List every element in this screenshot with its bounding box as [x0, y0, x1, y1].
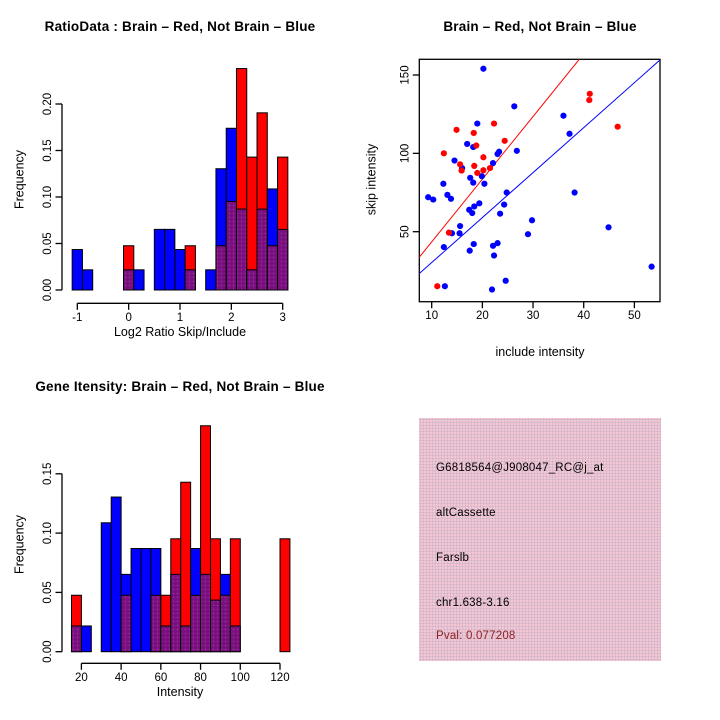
- info-line: G6818564@J908047_RC@j_at: [436, 462, 604, 474]
- svg-text:10: 10: [425, 310, 438, 322]
- svg-text:0.05: 0.05: [42, 581, 54, 603]
- svg-text:0.15: 0.15: [42, 463, 54, 485]
- svg-text:60: 60: [154, 672, 167, 684]
- svg-text:20: 20: [476, 310, 489, 322]
- ratio-histogram-xlabel: Log2 Ratio Skip/Include: [113, 325, 247, 339]
- info-line: chr1.638-3.16: [436, 597, 510, 609]
- svg-text:0.15: 0.15: [42, 139, 54, 161]
- svg-text:3: 3: [279, 312, 285, 324]
- svg-text:80: 80: [194, 672, 207, 684]
- svg-text:0.20: 0.20: [42, 93, 54, 115]
- svg-text:50: 50: [399, 225, 411, 238]
- scatter-content: [419, 59, 660, 293]
- ratio-histogram-title: RatioData : Brain – Red, Not Brain – Blu…: [44, 19, 316, 34]
- scatter-title: Brain – Red, Not Brain – Blue: [443, 19, 637, 34]
- info-line: altCassette: [436, 507, 496, 519]
- scatter-plot: 10 20 30 40 50 50 100 150: [399, 58, 661, 322]
- histogram-bars: [71, 68, 289, 291]
- svg-text:50: 50: [628, 310, 641, 322]
- svg-text:0.10: 0.10: [42, 186, 54, 208]
- svg-text:0.10: 0.10: [42, 522, 54, 544]
- svg-text:20: 20: [75, 672, 88, 684]
- svg-text:40: 40: [115, 672, 128, 684]
- info-line: Pval: 0.077208: [436, 630, 516, 642]
- svg-text:0.05: 0.05: [42, 232, 54, 254]
- svg-text:0.00: 0.00: [42, 641, 54, 663]
- svg-text:-1: -1: [72, 312, 82, 324]
- svg-text:40: 40: [577, 310, 590, 322]
- svg-text:100: 100: [399, 144, 411, 163]
- scatter-xlabel: include intensity: [495, 345, 585, 359]
- svg-text:120: 120: [270, 672, 289, 684]
- svg-text:30: 30: [527, 310, 540, 322]
- gene-histogram-plot: 0.00 0.05 0.10 0.15 20 40 60 80 100 120: [42, 425, 291, 684]
- svg-text:150: 150: [399, 65, 411, 84]
- svg-text:0: 0: [125, 312, 131, 324]
- info-line: Farslb: [436, 552, 470, 564]
- svg-text:0.00: 0.00: [42, 279, 54, 301]
- histogram-bars: [70, 425, 291, 653]
- ratio-histogram-plot: 0.00 0.05 0.10 0.15 0.20 -1 0 1 2 3: [42, 68, 289, 324]
- svg-text:100: 100: [231, 672, 250, 684]
- gene-histogram-xlabel: Intensity: [156, 685, 204, 699]
- gene-info-panel: G6818564@J908047_RC@j_at altCassette Far…: [419, 418, 661, 661]
- gene-histogram-title: Gene Itensity: Brain – Red, Not Brain – …: [35, 379, 325, 394]
- svg-text:2: 2: [228, 312, 234, 324]
- svg-text:1: 1: [177, 312, 183, 324]
